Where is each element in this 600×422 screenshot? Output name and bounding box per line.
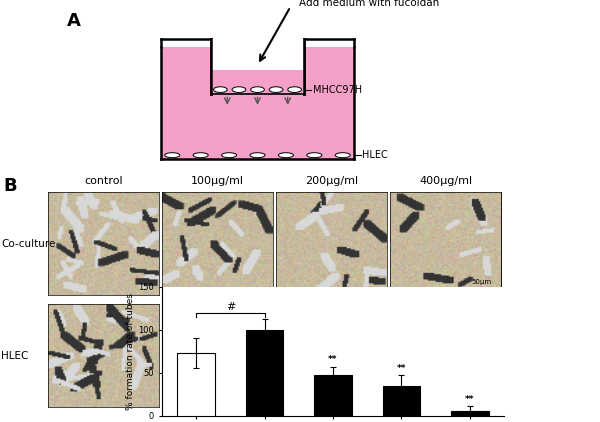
Text: MHCC97H: MHCC97H: [313, 85, 362, 95]
Bar: [314, 375, 352, 416]
Ellipse shape: [288, 87, 302, 92]
Ellipse shape: [221, 153, 236, 158]
Text: **: **: [465, 395, 475, 404]
Polygon shape: [212, 39, 303, 70]
Bar: [178, 353, 215, 416]
Text: Co-culture: Co-culture: [1, 239, 56, 249]
Bar: [451, 411, 488, 416]
Text: Add medium with fucoidan: Add medium with fucoidan: [299, 0, 439, 8]
Ellipse shape: [232, 87, 246, 92]
Text: **: **: [397, 364, 406, 373]
Text: 200μg/ml: 200μg/ml: [305, 176, 358, 186]
Ellipse shape: [164, 153, 180, 158]
Text: **: **: [328, 355, 338, 364]
Text: B: B: [3, 177, 17, 195]
Polygon shape: [161, 47, 354, 159]
Text: A: A: [67, 12, 81, 30]
Ellipse shape: [269, 87, 283, 92]
Text: HLEC: HLEC: [1, 351, 29, 360]
Ellipse shape: [214, 87, 227, 92]
Ellipse shape: [335, 153, 350, 158]
Bar: [383, 386, 420, 416]
Text: control: control: [84, 176, 123, 186]
Bar: [246, 330, 283, 416]
Text: #: #: [226, 302, 235, 312]
Ellipse shape: [251, 87, 265, 92]
Ellipse shape: [307, 153, 322, 158]
Ellipse shape: [278, 153, 293, 158]
Text: 50μm: 50μm: [472, 279, 491, 285]
Text: HLEC: HLEC: [362, 150, 388, 160]
Ellipse shape: [250, 153, 265, 158]
Polygon shape: [211, 38, 304, 94]
Text: 100μg/ml: 100μg/ml: [191, 176, 244, 186]
Y-axis label: % formation rate of tubes: % formation rate of tubes: [126, 293, 135, 410]
Text: 400μg/ml: 400μg/ml: [419, 176, 472, 186]
Ellipse shape: [193, 153, 208, 158]
